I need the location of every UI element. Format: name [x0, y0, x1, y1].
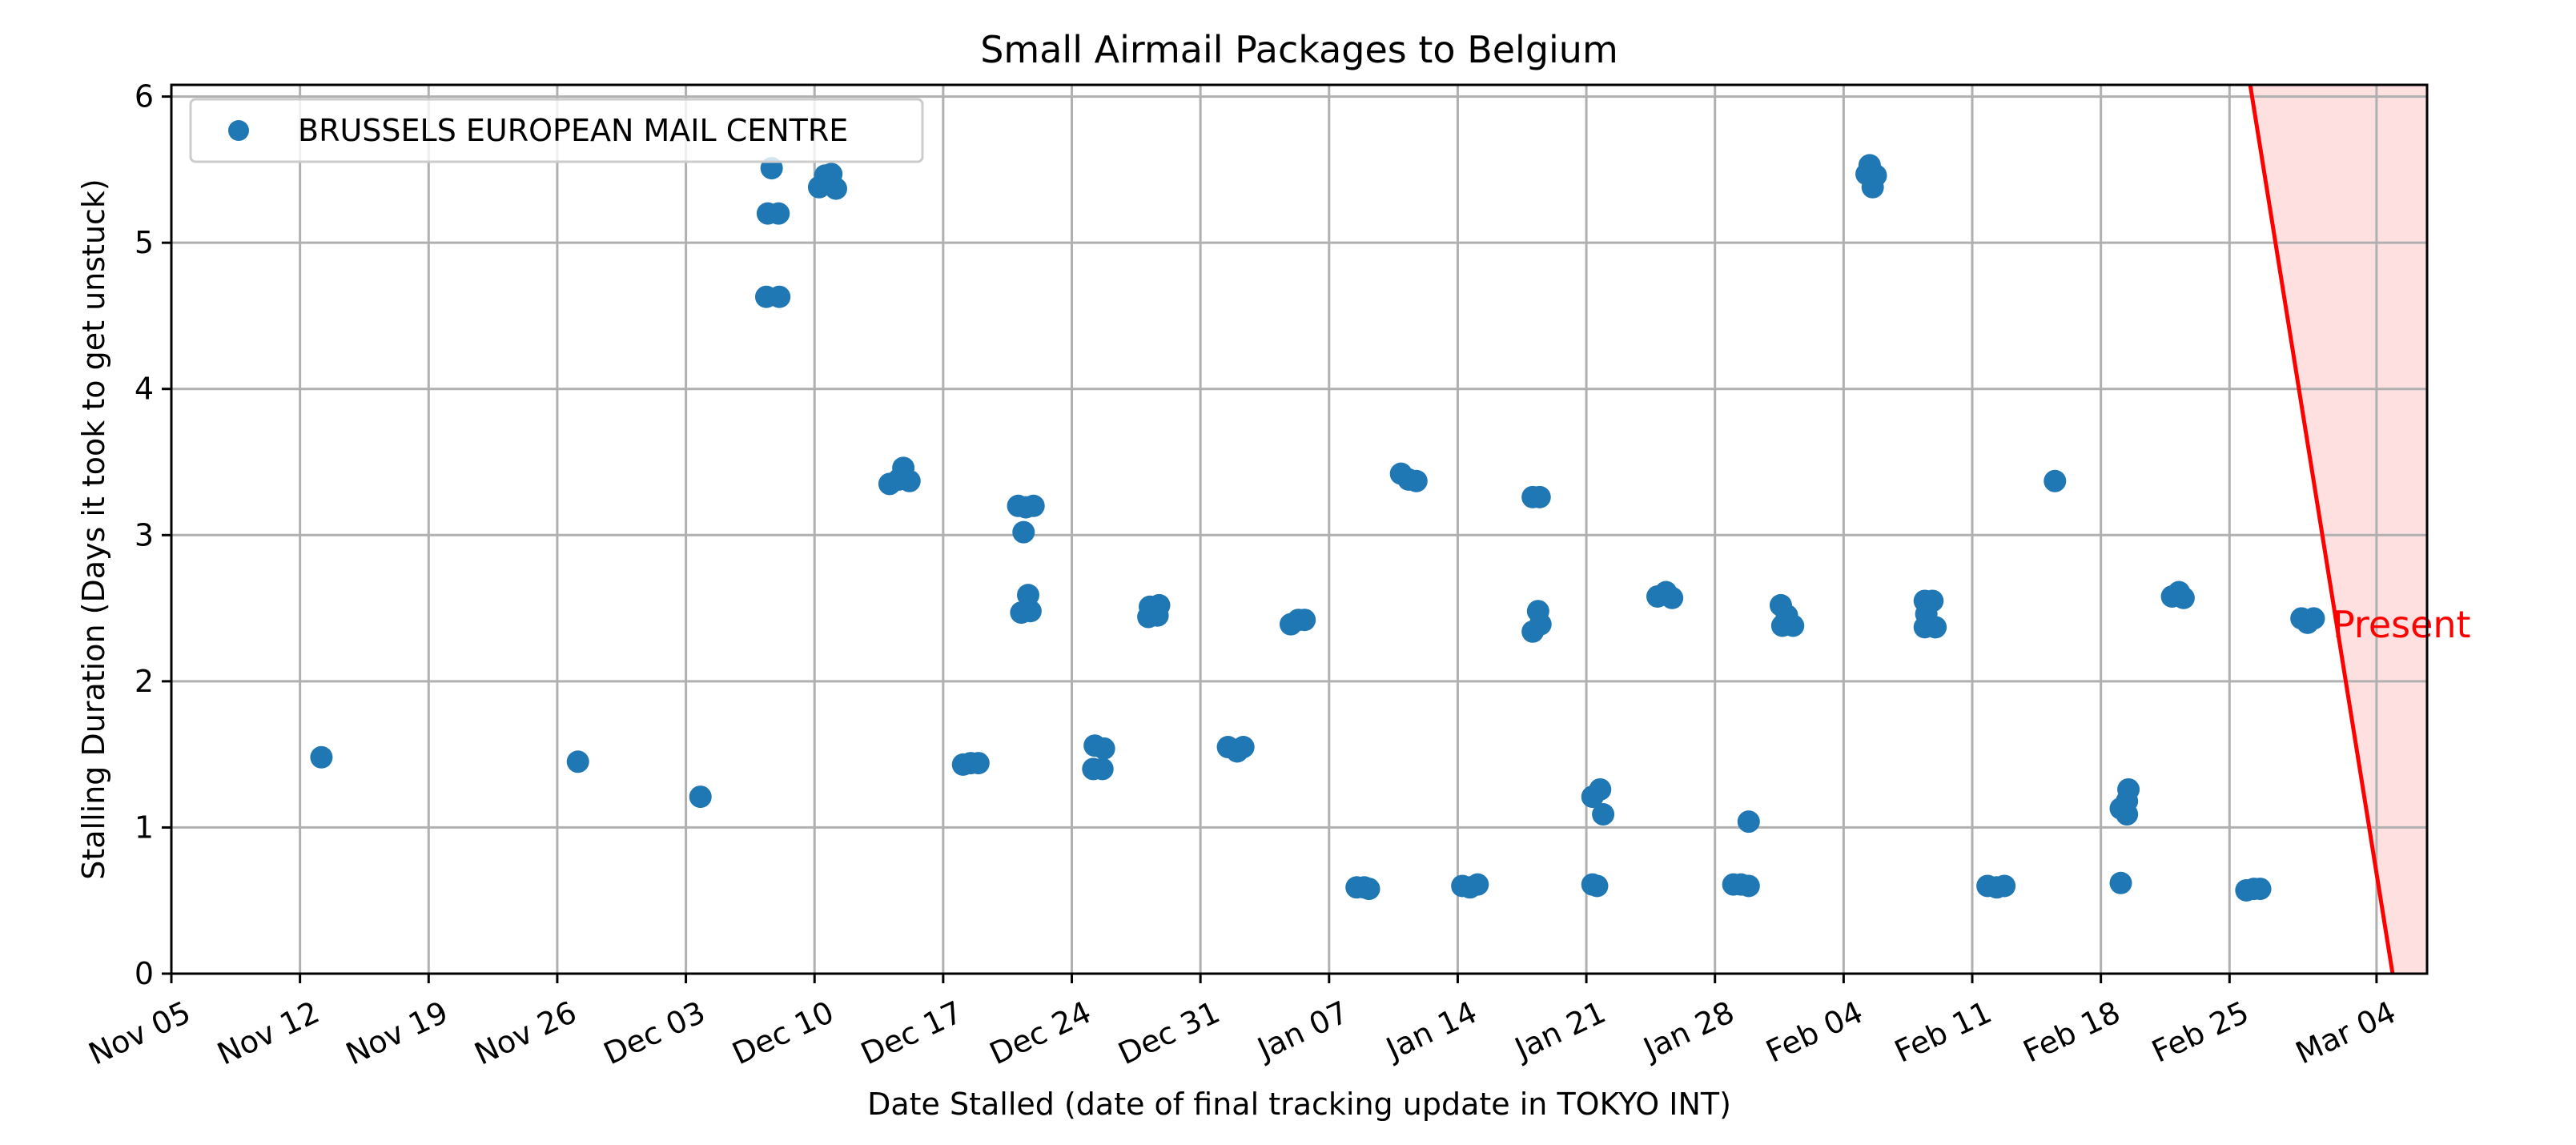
x-tick-label: Jan 07: [1251, 994, 1353, 1067]
present-shade: [2250, 85, 2427, 974]
scatter-point: [1737, 810, 1760, 834]
scatter-point: [2248, 878, 2272, 901]
x-tick-label: Feb 11: [1889, 994, 1996, 1070]
x-tick-label: Nov 12: [212, 994, 325, 1072]
x-tick-label: Jan 14: [1380, 994, 1482, 1067]
scatter-point: [1782, 614, 1805, 637]
scatter-point: [1091, 757, 1114, 781]
present-line-group: Present: [2248, 84, 2471, 974]
chart-title: Small Airmail Packages to Belgium: [980, 28, 1618, 71]
scatter-point: [1357, 878, 1380, 901]
scatter-point: [1012, 520, 1035, 544]
scatter-point: [1092, 737, 1115, 760]
scatter-point: [1466, 873, 1489, 896]
legend-box: [189, 98, 924, 163]
scatter-point: [768, 285, 791, 308]
scatter-point: [1861, 175, 1884, 199]
x-tick-label: Dec 31: [1113, 994, 1225, 1071]
scatter-point: [2116, 789, 2139, 813]
x-tick-label: Feb 18: [2018, 994, 2125, 1070]
y-tick-label: 3: [135, 517, 154, 552]
x-tick-label: Dec 10: [727, 994, 839, 1071]
x-tick-label: Jan 28: [1637, 994, 1739, 1067]
scatter-point: [824, 177, 847, 200]
scatter-point: [1232, 736, 1255, 759]
scatter-point: [1528, 485, 1551, 508]
plot-frame: [170, 83, 2429, 975]
scatter-point: [1589, 777, 1612, 801]
x-tick-label: Feb 04: [1761, 994, 1868, 1070]
scatter-point: [310, 745, 333, 769]
x-tick-label: Nov 19: [340, 994, 453, 1072]
y-tick-label: 2: [135, 664, 154, 699]
scatter-point: [566, 750, 589, 773]
scatter-point: [1993, 874, 2016, 898]
y-tick-label: 6: [135, 79, 154, 114]
scatter-point: [967, 752, 990, 775]
y-tick-label: 4: [135, 372, 154, 407]
scatter-point: [2302, 607, 2325, 630]
y-tick-label: 0: [135, 956, 154, 991]
scatter-point: [1585, 874, 1609, 898]
x-tick-label: Nov 05: [83, 994, 196, 1072]
scatter-point: [689, 785, 712, 809]
scatter-point: [898, 469, 921, 492]
scatter-point: [2109, 871, 2132, 894]
scatter-point: [1924, 616, 1947, 639]
y-tick-label: 5: [135, 225, 154, 260]
legend-label: BRUSSELS EUROPEAN MAIL CENTRE: [298, 113, 848, 148]
scatter-point: [1017, 584, 1040, 607]
y-axis-label: Stalling Duration (Days it took to get u…: [76, 179, 111, 880]
scatter-point: [2044, 469, 2067, 492]
scatter-point: [1737, 874, 1760, 898]
scatter-point: [1526, 600, 1549, 623]
scatter-points: [310, 154, 2325, 902]
scatter-point: [1405, 469, 1428, 492]
scatter-point: [1661, 586, 1684, 609]
scatter-point: [1146, 604, 1169, 627]
scatter-point: [1293, 609, 1316, 632]
scatter-point: [1022, 494, 1045, 517]
scatter-point: [767, 202, 790, 225]
grid: [170, 85, 2427, 975]
legend-marker: [228, 120, 249, 141]
present-label: Present: [2333, 603, 2471, 646]
legend: BRUSSELS EUROPEAN MAIL CENTRE: [189, 98, 924, 163]
x-tick-label: Jan 21: [1508, 994, 1610, 1067]
scatter-point: [2172, 586, 2195, 609]
x-tick-label: Feb 25: [2147, 994, 2254, 1070]
y-tick-label: 1: [135, 810, 154, 845]
scatter-point: [1592, 803, 1615, 826]
present-shaded-region: [2250, 85, 2427, 974]
x-tick-label: Mar 04: [2290, 994, 2401, 1071]
axis-ticks: Nov 05 Nov 12 Nov 19 Nov 26 Dec 03 Dec 10 Dec …: [83, 79, 2401, 1072]
present-line: [2248, 84, 2395, 974]
x-tick-label: Dec 03: [598, 994, 710, 1071]
x-tick-label: Dec 24: [984, 994, 1096, 1071]
x-tick-label: Nov 26: [469, 994, 582, 1072]
x-axis-label: Date Stalled (date of final tracking upd…: [867, 1087, 1731, 1122]
x-tick-label: Dec 17: [856, 994, 968, 1071]
